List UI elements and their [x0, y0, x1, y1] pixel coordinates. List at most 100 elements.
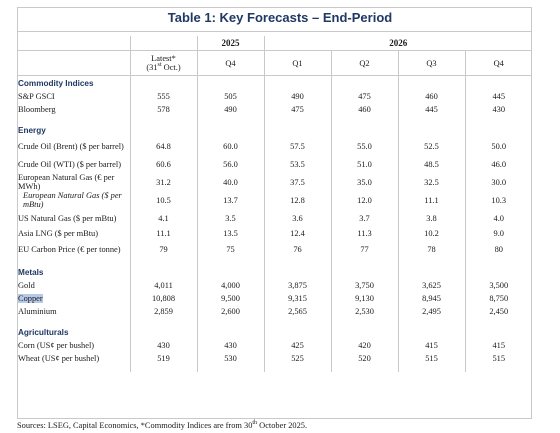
value-cell: 55.0: [330, 137, 398, 155]
value-cell: 475: [330, 90, 398, 103]
value-cell: 530: [196, 352, 264, 365]
value-cell: 4.1: [129, 209, 197, 227]
value-cell: 475: [263, 103, 331, 116]
row-label: European Natural Gas (€ per MWh): [17, 173, 130, 191]
table-row: European Natural Gas ($ per mBtu) 10.5 13.…: [17, 191, 532, 209]
value-cell: 519: [129, 352, 197, 365]
table-row: Copper 10,808 9,500 9,315 9,130 8,945 8,750: [17, 292, 532, 305]
value-cell: 4,011: [129, 279, 197, 292]
table-row: S&P GSCI 555 505 490 475 460 445: [17, 90, 532, 103]
value-cell: 460: [397, 90, 465, 103]
row-label: Crude Oil (WTI) ($ per barrel): [17, 155, 130, 173]
latest-header: Latest* (31st Oct.): [129, 50, 197, 76]
row-label: EU Carbon Price (€ per tonne): [17, 240, 130, 258]
value-cell: 525: [263, 352, 331, 365]
section-spacer: [17, 116, 532, 123]
value-cell: 4,000: [196, 279, 264, 292]
value-cell: 505: [196, 90, 264, 103]
row-label-text: Crude Oil (Brent) ($ per barrel): [18, 141, 124, 151]
value-cell: 430: [464, 103, 532, 116]
value-cell: 445: [397, 103, 465, 116]
value-cell: 12.8: [263, 191, 331, 209]
row-label: Bloomberg: [17, 103, 130, 116]
row-label-text: Crude Oil (WTI) ($ per barrel): [18, 159, 122, 169]
value-cell: 76: [263, 240, 331, 258]
value-cell: 80: [464, 240, 532, 258]
value-cell: 77: [330, 240, 398, 258]
value-cell: 3.6: [263, 209, 331, 227]
value-cell: 430: [129, 339, 197, 352]
row-label-text: EU Carbon Price (€ per tonne): [18, 244, 121, 254]
year-2026: 2026: [263, 36, 532, 51]
row-label-text: Gold: [18, 281, 35, 290]
value-cell: 2,450: [464, 305, 532, 318]
value-cell: 430: [196, 339, 264, 352]
value-cell: 9.0: [464, 227, 532, 240]
row-label: Gold: [17, 279, 130, 292]
value-cell: 8,750: [464, 292, 532, 305]
value-cell: 12.4: [263, 227, 331, 240]
value-cell: 11.3: [330, 227, 398, 240]
section-spacer: [17, 318, 532, 325]
table-row: US Natural Gas ($ per mBtu) 4.1 3.5 3.6 3.7 3…: [17, 209, 532, 227]
value-cell: 9,130: [330, 292, 398, 305]
section-heading: Commodity Indices: [18, 78, 94, 88]
table-row: Corn (US¢ per bushel) 430 430 425 420 415 415: [17, 339, 532, 352]
row-label: Crude Oil (Brent) ($ per barrel): [17, 137, 130, 155]
row-label-text: European Natural Gas ($ per mBtu): [23, 191, 122, 209]
quarter-header: Q2: [330, 50, 398, 76]
row-label: S&P GSCI: [17, 90, 130, 103]
value-cell: 9,500: [196, 292, 264, 305]
value-cell: 578: [129, 103, 197, 116]
section-heading-row: Commodity Indices: [17, 75, 532, 90]
value-cell: 57.5: [263, 137, 331, 155]
table-row: European Natural Gas (€ per MWh) 31.2 40.0…: [17, 173, 532, 191]
value-cell: 10.3: [464, 191, 532, 209]
value-cell: 30.0: [464, 173, 532, 191]
table-row: EU Carbon Price (€ per tonne) 79 75 76 77 78 8…: [17, 240, 532, 258]
row-label: Wheat (US¢ per bushel): [17, 352, 130, 365]
section-heading-row: Energy: [17, 123, 532, 137]
quarter-header: Q3: [397, 50, 465, 76]
value-cell: 79: [129, 240, 197, 258]
value-cell: 3.8: [397, 209, 465, 227]
value-cell: 3.5: [196, 209, 264, 227]
value-cell: 53.5: [263, 155, 331, 173]
row-label-text: Copper: [18, 294, 43, 303]
latest-date: (31st Oct.): [146, 62, 181, 72]
value-cell: 2,495: [397, 305, 465, 318]
table-row: Wheat (US¢ per bushel) 519 530 525 520 515 515: [17, 352, 532, 365]
value-cell: 420: [330, 339, 398, 352]
value-cell: 515: [397, 352, 465, 365]
value-cell: 445: [464, 90, 532, 103]
table-row: Crude Oil (WTI) ($ per barrel) 60.6 56.0 53…: [17, 155, 532, 173]
value-cell: 12.0: [330, 191, 398, 209]
value-cell: 40.0: [196, 173, 264, 191]
value-cell: 10.2: [397, 227, 465, 240]
value-cell: 48.5: [397, 155, 465, 173]
value-cell: 13.5: [196, 227, 264, 240]
value-cell: 490: [196, 103, 264, 116]
table-row: Asia LNG ($ per mBtu) 11.1 13.5 12.4 11.3 10.…: [17, 227, 532, 240]
value-cell: 460: [330, 103, 398, 116]
table-row: Aluminium 2,859 2,600 2,565 2,530 2,495 2,450: [17, 305, 532, 318]
value-cell: 3.7: [330, 209, 398, 227]
value-cell: 13.7: [196, 191, 264, 209]
row-label: European Natural Gas ($ per mBtu): [17, 191, 130, 209]
table-row: Gold 4,011 4,000 3,875 3,750 3,625 3,500: [17, 279, 532, 292]
value-cell: 4.0: [464, 209, 532, 227]
value-cell: 60.6: [129, 155, 197, 173]
value-cell: 3,875: [263, 279, 331, 292]
row-label-text: European Natural Gas (€ per MWh): [18, 173, 115, 191]
section-heading: Energy: [18, 125, 46, 135]
year-2025: 2025: [196, 36, 264, 51]
section-spacer: [17, 258, 532, 265]
row-label-text: Corn (US¢ per bushel): [18, 341, 95, 350]
value-cell: 10.5: [129, 191, 197, 209]
quarter-header: Q4: [464, 50, 532, 76]
table-bottom-spacer: [17, 365, 532, 372]
value-cell: 2,530: [330, 305, 398, 318]
source-note: Sources: LSEG, Capital Economics, *Commo…: [17, 420, 308, 430]
row-label: Aluminium: [17, 305, 130, 318]
table-row: Bloomberg 578 490 475 460 445 430: [17, 103, 532, 116]
